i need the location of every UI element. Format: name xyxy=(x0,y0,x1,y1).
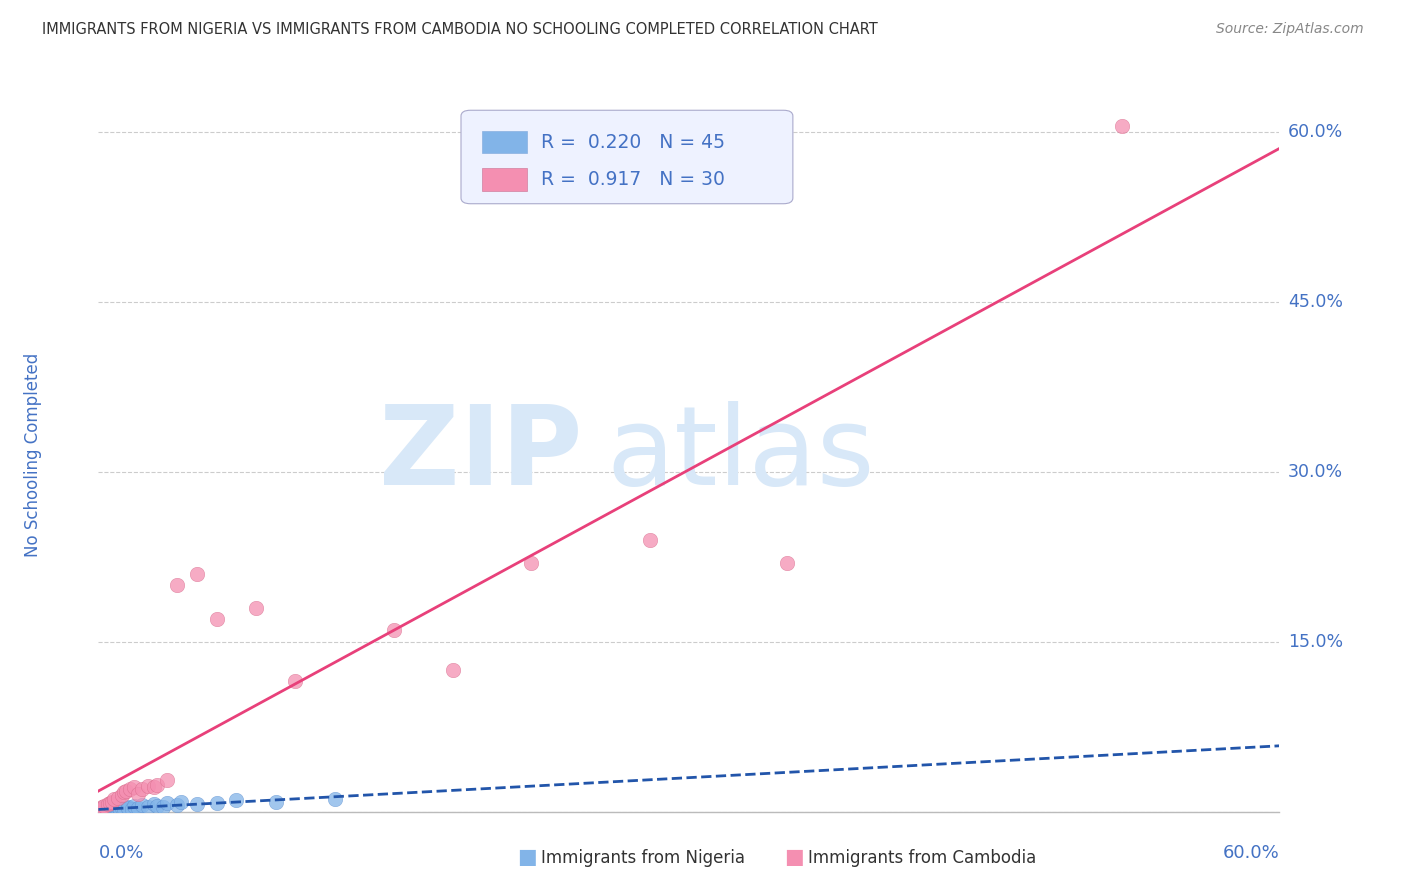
Point xyxy=(105,802,128,816)
Point xyxy=(127,787,149,801)
Point xyxy=(284,674,307,689)
Point xyxy=(776,556,799,570)
Point xyxy=(166,578,188,592)
Point xyxy=(93,801,115,815)
Point xyxy=(638,533,661,547)
Point xyxy=(93,799,115,814)
Text: ZIP: ZIP xyxy=(380,401,582,508)
Text: No Schooling Completed: No Schooling Completed xyxy=(24,353,42,557)
Point xyxy=(98,804,121,818)
Point xyxy=(101,802,124,816)
Point xyxy=(91,801,114,815)
Point xyxy=(115,784,138,798)
Point xyxy=(98,800,121,814)
Point xyxy=(103,799,125,814)
Point xyxy=(97,802,120,816)
Text: 30.0%: 30.0% xyxy=(1288,463,1343,481)
Point xyxy=(264,795,287,809)
Point xyxy=(205,796,228,810)
FancyBboxPatch shape xyxy=(461,111,793,203)
Point xyxy=(117,800,139,814)
Point xyxy=(107,791,129,805)
Point xyxy=(146,799,169,814)
Point xyxy=(103,804,125,818)
Point xyxy=(1111,120,1133,134)
Point xyxy=(131,797,153,812)
Text: R =  0.220   N = 45: R = 0.220 N = 45 xyxy=(541,133,725,152)
Text: atlas: atlas xyxy=(606,401,875,508)
Text: 60.0%: 60.0% xyxy=(1223,844,1279,862)
Text: 45.0%: 45.0% xyxy=(1288,293,1343,311)
Point xyxy=(152,800,174,814)
Point xyxy=(97,801,120,815)
Point xyxy=(142,780,165,794)
Point xyxy=(142,797,165,811)
Point xyxy=(118,782,141,797)
Point xyxy=(121,802,143,816)
Point xyxy=(91,804,114,818)
Point xyxy=(89,802,111,816)
Point xyxy=(101,801,124,815)
Text: IMMIGRANTS FROM NIGERIA VS IMMIGRANTS FROM CAMBODIA NO SCHOOLING COMPLETED CORRE: IMMIGRANTS FROM NIGERIA VS IMMIGRANTS FR… xyxy=(42,22,877,37)
Point xyxy=(156,772,179,787)
FancyBboxPatch shape xyxy=(482,168,527,191)
Point xyxy=(96,800,118,814)
Text: ■: ■ xyxy=(517,847,537,867)
Point xyxy=(156,796,179,810)
Point xyxy=(382,624,405,638)
Point xyxy=(225,793,247,807)
Point xyxy=(107,800,129,814)
Point xyxy=(122,799,145,814)
Point xyxy=(170,795,193,809)
Point xyxy=(127,801,149,815)
Point xyxy=(131,782,153,797)
Point xyxy=(136,800,159,814)
Point xyxy=(103,792,125,806)
Point xyxy=(91,800,114,814)
Point xyxy=(89,804,111,818)
Point xyxy=(112,802,135,816)
Point xyxy=(146,778,169,792)
Point xyxy=(105,801,128,815)
Point xyxy=(107,804,129,818)
Point xyxy=(122,780,145,794)
Point xyxy=(166,797,188,812)
Point xyxy=(93,802,115,816)
Point xyxy=(245,600,267,615)
Point xyxy=(117,801,139,815)
FancyBboxPatch shape xyxy=(482,130,527,153)
Point xyxy=(97,804,120,818)
Point xyxy=(112,785,135,799)
Point xyxy=(520,556,543,570)
Text: 15.0%: 15.0% xyxy=(1288,632,1343,651)
Point xyxy=(97,797,120,811)
Point xyxy=(136,779,159,793)
Point xyxy=(89,802,111,816)
Point xyxy=(186,566,208,581)
Point xyxy=(98,796,121,810)
Point xyxy=(91,802,114,816)
Text: Immigrants from Cambodia: Immigrants from Cambodia xyxy=(808,849,1036,867)
Text: R =  0.917   N = 30: R = 0.917 N = 30 xyxy=(541,170,725,189)
Point xyxy=(111,801,134,815)
Point xyxy=(101,795,124,809)
Point xyxy=(441,663,464,677)
Text: Immigrants from Nigeria: Immigrants from Nigeria xyxy=(541,849,745,867)
Text: 0.0%: 0.0% xyxy=(98,844,143,862)
Text: 60.0%: 60.0% xyxy=(1288,123,1343,141)
Point xyxy=(323,792,346,806)
Point xyxy=(108,802,131,816)
Point xyxy=(93,804,115,818)
Point xyxy=(186,797,208,811)
Point xyxy=(205,612,228,626)
Text: ■: ■ xyxy=(785,847,804,867)
Point xyxy=(96,802,118,816)
Text: Source: ZipAtlas.com: Source: ZipAtlas.com xyxy=(1216,22,1364,37)
Point xyxy=(111,788,134,802)
Point xyxy=(96,804,118,818)
